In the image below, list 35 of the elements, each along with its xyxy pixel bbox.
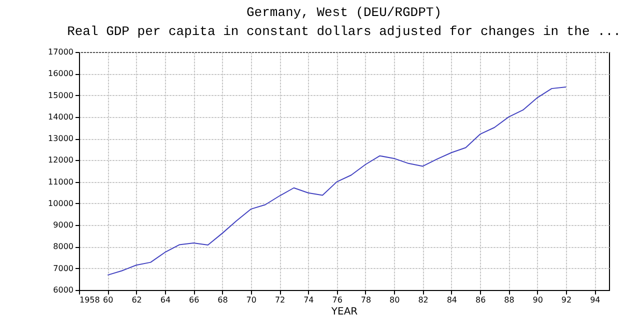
x-tick-label: 76 xyxy=(332,296,342,304)
line-series xyxy=(107,86,567,276)
y-tick-label: 13000 xyxy=(48,134,74,144)
x-tick-label: 86 xyxy=(475,296,486,304)
y-tick-label: 7000 xyxy=(53,264,74,273)
y-tick-label: 14000 xyxy=(48,112,74,122)
y-tick-label: 17000 xyxy=(48,48,74,56)
x-axis-title: YEAR xyxy=(330,306,358,318)
x-tick-label: 64 xyxy=(160,296,171,304)
y-tick-label: 15000 xyxy=(48,90,74,100)
x-tick-label: 90 xyxy=(532,296,543,304)
x-tick-label: 72 xyxy=(274,296,286,304)
y-tick-label: 6000 xyxy=(53,286,74,294)
x-tick-label: 1958 xyxy=(80,296,100,304)
chart-title: Germany, West (DEU/RGDPT) xyxy=(246,5,442,20)
y-tick-label: 16000 xyxy=(48,69,74,78)
x-tick-label: 60 xyxy=(103,296,114,304)
x-tick-label: 88 xyxy=(504,296,514,304)
y-tick-label: 10000 xyxy=(48,198,74,208)
x-tick-label: 94 xyxy=(590,296,600,304)
x-tick-label: 68 xyxy=(218,296,228,304)
y-tick-label: 11000 xyxy=(48,177,74,186)
x-tick-label: 74 xyxy=(304,296,314,304)
x-tick-label: 80 xyxy=(390,296,400,304)
y-tick-label: 12000 xyxy=(48,156,74,165)
x-tick-label: 78 xyxy=(360,296,372,304)
chart-subtitle: Real GDP per capita in constant dollars adjusted for changes in the ... xyxy=(67,24,621,39)
x-tick-label: 70 xyxy=(246,296,256,304)
x-tick-label: 82 xyxy=(418,296,428,304)
x-tick-label: 84 xyxy=(446,296,458,304)
y-tick-label: 8000 xyxy=(53,242,74,252)
x-tick-label: 62 xyxy=(132,296,142,304)
x-tick-label: 66 xyxy=(189,296,200,304)
x-tick-label: 92 xyxy=(561,296,572,304)
y-tick-label: 9000 xyxy=(53,220,74,230)
